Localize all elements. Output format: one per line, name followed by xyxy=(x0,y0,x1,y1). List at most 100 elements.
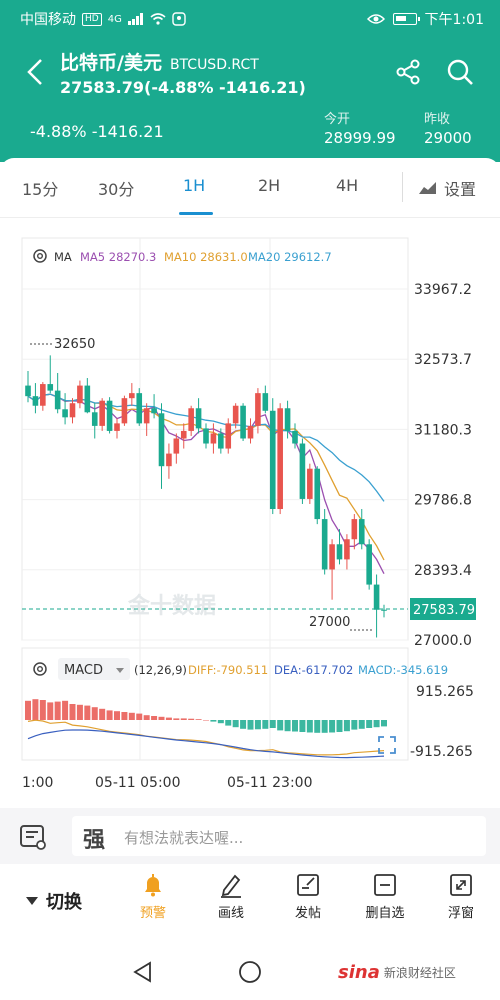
candle-body xyxy=(188,408,194,431)
y-tick-label: 31180.3 xyxy=(414,422,472,438)
ma-legend: MA MA5 28270.3 MA10 28631.0 MA20 29612.7 xyxy=(33,249,332,264)
candle-body xyxy=(381,609,387,611)
candle-body xyxy=(143,408,150,424)
share-button[interactable] xyxy=(394,58,422,86)
clock: 下午1:01 xyxy=(424,12,484,28)
back-button[interactable] xyxy=(20,56,50,88)
ma10-value: MA10 28631.0 xyxy=(164,250,248,264)
macd-bar xyxy=(25,700,31,720)
nav-home-icon[interactable] xyxy=(238,960,262,984)
candle-body xyxy=(307,468,313,499)
comment-list-icon xyxy=(20,825,46,850)
macd-bar xyxy=(343,720,350,732)
macd-bar xyxy=(210,720,217,722)
low-marker: 27000 xyxy=(309,615,372,631)
chart-watermark: 金十数据 xyxy=(127,593,216,619)
timeframe-tabs: 15分 30分 1H 2H 4H xyxy=(0,160,500,216)
macd-legend: MACD (12,26,9) DIFF:-790.511 DEA:-617.70… xyxy=(33,658,448,680)
tab-divider xyxy=(402,172,403,202)
macd-bar xyxy=(299,720,306,732)
macd-bar xyxy=(91,707,98,720)
watermark-text: 新浪财经社区 xyxy=(383,966,456,980)
eye-icon xyxy=(366,14,385,24)
candle-body xyxy=(69,403,76,418)
settings-label: 设置 xyxy=(444,180,477,199)
emoji-icon[interactable]: 强 xyxy=(82,828,105,853)
candle-body xyxy=(180,430,187,439)
tab-2h[interactable]: 2H xyxy=(258,176,281,195)
candle-body xyxy=(262,393,269,411)
network-type: 4G xyxy=(107,13,122,25)
indicator-select[interactable] xyxy=(58,658,130,680)
float-window-label: 浮窗 xyxy=(447,906,474,921)
alert-button[interactable]: 预警 xyxy=(128,872,178,934)
sina-logo: sina xyxy=(338,962,380,983)
macd-bar xyxy=(292,720,298,732)
macd-bar xyxy=(240,720,247,729)
macd-dea: DEA:-617.702 xyxy=(274,663,353,677)
macd-tick-label: 915.265 xyxy=(416,684,474,700)
tab-30m[interactable]: 30分 xyxy=(98,180,135,199)
tabs-divider xyxy=(0,217,500,218)
candle-body xyxy=(373,584,380,610)
macd-bar xyxy=(106,710,113,720)
switch-button[interactable]: 切换 xyxy=(26,888,82,914)
tab-15m[interactable]: 15分 xyxy=(22,180,59,199)
macd-bar xyxy=(254,720,261,730)
comment-list-button[interactable] xyxy=(18,822,48,852)
macd-params: (12,26,9) xyxy=(134,663,187,677)
nav-back-icon[interactable] xyxy=(132,961,154,983)
candle-body xyxy=(277,408,283,510)
low-marker-value: 27000 xyxy=(309,615,350,630)
chart-settings-button[interactable]: 设置 xyxy=(418,176,476,200)
float-window-icon xyxy=(450,874,472,896)
share-icon xyxy=(396,59,420,85)
macd-bar xyxy=(173,718,180,720)
macd-bar xyxy=(32,699,39,720)
kline-chart[interactable]: 金十数据 33967.2 32573.7 31180.3 29786.8 28393.4… xyxy=(0,220,500,800)
fullscreen-icon[interactable] xyxy=(378,736,396,754)
site-watermark: sina 新浪财经社区 xyxy=(338,962,456,983)
candle-body xyxy=(366,544,372,585)
candle-body xyxy=(106,400,113,431)
macd-diff-line xyxy=(27,719,385,756)
candle-body xyxy=(40,384,46,406)
macd-bar xyxy=(366,720,373,728)
candle-body xyxy=(351,519,358,540)
search-button[interactable] xyxy=(446,58,474,86)
draw-line-button[interactable]: 画线 xyxy=(206,872,256,934)
draw-line-label: 画线 xyxy=(217,906,244,921)
candle-body xyxy=(129,393,135,399)
ma5-value: MA5 28270.3 xyxy=(80,250,156,264)
chart-line-icon xyxy=(419,182,436,194)
instrument-name: 比特币/美元 xyxy=(60,52,162,74)
macd-bar xyxy=(39,700,46,720)
gear-icon[interactable] xyxy=(33,249,47,263)
open-value: 28999.99 xyxy=(324,129,396,147)
macd-bar xyxy=(269,720,276,728)
high-marker-value: 32650 xyxy=(54,337,95,352)
candle-body xyxy=(25,385,31,397)
post-button[interactable]: 发帖 xyxy=(283,872,333,934)
candle-body xyxy=(225,423,232,449)
y-tick-label: 33967.2 xyxy=(414,282,472,298)
remove-favorite-button[interactable]: 删自选 xyxy=(360,872,410,934)
comment-input[interactable]: 强 有想法就表达喔... xyxy=(72,816,486,856)
tab-1h[interactable]: 1H xyxy=(183,176,206,195)
macd-bar xyxy=(217,720,224,724)
tab-4h[interactable]: 4H xyxy=(336,176,359,195)
candle-body xyxy=(329,544,335,570)
macd-diff: DIFF:-790.511 xyxy=(188,663,268,677)
y-tick-label: 28393.4 xyxy=(414,563,472,579)
float-window-button[interactable]: 浮窗 xyxy=(436,872,486,934)
macd-bar xyxy=(114,711,120,720)
prev-close-label: 昨收 xyxy=(424,112,451,127)
remove-favorite-label: 删自选 xyxy=(365,906,405,921)
macd-label: MACD xyxy=(64,663,103,678)
candle-body xyxy=(84,385,91,413)
gear-icon[interactable] xyxy=(33,662,47,676)
candle-body xyxy=(336,544,343,560)
ma-label: MA xyxy=(54,250,72,264)
open-label: 今开 xyxy=(324,112,351,127)
signal-icon xyxy=(127,13,143,25)
